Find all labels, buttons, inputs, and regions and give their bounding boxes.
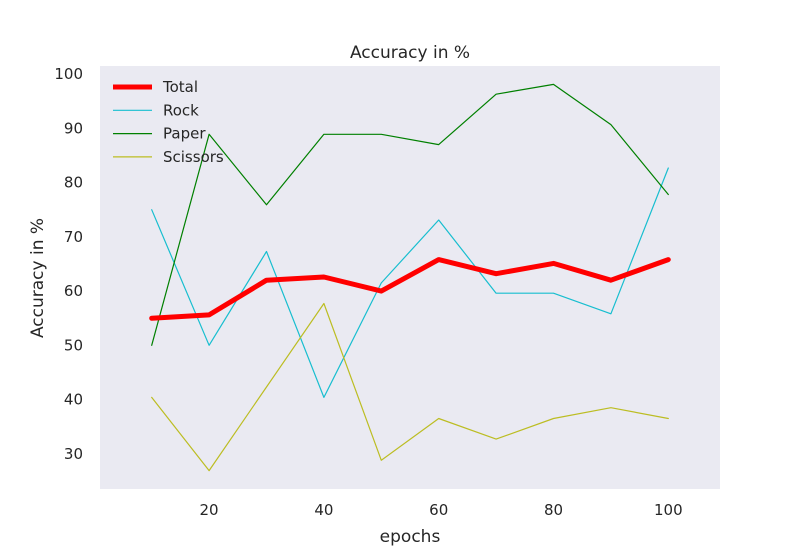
series-line-total	[149, 257, 671, 321]
x-tick-label: 20	[200, 501, 219, 519]
y-axis-title: Accuracy in %	[28, 218, 48, 338]
y-tick-label: 30	[64, 445, 83, 463]
legend-label-total: Total	[162, 78, 198, 96]
series-lines	[149, 83, 671, 472]
x-axis-ticks: 20 40 60 80 100	[200, 501, 683, 519]
x-axis-title: epochs	[380, 527, 441, 547]
legend-label-rock: Rock	[163, 101, 199, 119]
y-tick-label: 50	[64, 336, 83, 354]
series-line-scissors	[151, 302, 669, 472]
legend-label-paper: Paper	[163, 125, 206, 143]
x-tick-label: 100	[654, 501, 683, 519]
y-axis-ticks: 30 40 50 60 70 80 90 100	[54, 65, 83, 463]
y-tick-label: 60	[64, 282, 83, 300]
y-tick-label: 90	[64, 119, 83, 137]
y-tick-label: 70	[64, 228, 83, 246]
legend-label-scissors: Scissors	[163, 148, 224, 166]
x-tick-label: 80	[544, 501, 563, 519]
y-tick-label: 100	[54, 65, 83, 83]
y-tick-label: 40	[64, 391, 83, 409]
chart-title: Accuracy in %	[350, 43, 470, 63]
x-tick-label: 40	[314, 501, 333, 519]
x-tick-label: 60	[429, 501, 448, 519]
legend: Total Rock Paper Scissors	[113, 78, 224, 166]
y-tick-label: 80	[64, 174, 83, 192]
series-line-paper	[151, 83, 669, 346]
